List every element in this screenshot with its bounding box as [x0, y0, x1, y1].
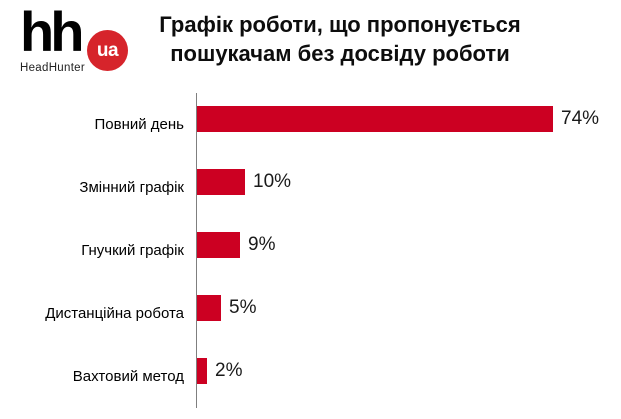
chart-title-line2: пошукачам без досвіду роботи [170, 41, 510, 66]
category-label: Дистанційна робота [45, 305, 184, 322]
value-label: 10% [253, 171, 292, 192]
value-label: 9% [248, 234, 276, 255]
bar-zone: 74% [197, 106, 599, 132]
category-label: Повний день [94, 116, 185, 133]
bar [197, 106, 553, 132]
category-label: Вахтовий метод [72, 368, 184, 385]
category-label: Гнучкий графік [81, 242, 184, 259]
value-label: 74% [561, 108, 600, 129]
value-label: 5% [229, 297, 257, 318]
bar [197, 295, 221, 321]
bar-chart: Повний день 74% Змінний графік 10% Гнучкий г… [0, 93, 621, 408]
bar [197, 169, 245, 195]
headhunter-logo: hh ua HeadHunter [20, 0, 150, 78]
chart-row: Вахтовий метод 2% [73, 345, 621, 408]
logo-ua-text: ua [96, 39, 119, 61]
chart-plot-area: Повний день 74% Змінний графік 10% Гнучкий г… [45, 93, 621, 408]
bar-zone: 5% [197, 295, 256, 321]
bar-zone: 2% [197, 358, 242, 384]
value-label: 2% [215, 360, 243, 381]
bar [197, 358, 207, 384]
logo-brand-text: HeadHunter [20, 62, 86, 74]
bar-zone: 9% [197, 232, 275, 258]
bar-zone: 10% [197, 169, 291, 195]
chart-row: Гнучкий графік 9% [81, 219, 621, 282]
chart-title-line1: Графік роботи, що пропонується [159, 12, 521, 37]
chart-title: Графік роботи, що пропонується пошукачам… [150, 10, 530, 68]
bar [197, 232, 240, 258]
chart-row: Змінний графік 10% [79, 156, 621, 219]
chart-row: Повний день 74% [95, 93, 621, 156]
logo-hh-text: hh [20, 0, 84, 63]
logo-ua-badge: ua [87, 30, 128, 71]
category-label: Змінний графік [79, 179, 184, 196]
chart-row: Дистанційна робота 5% [45, 282, 621, 345]
